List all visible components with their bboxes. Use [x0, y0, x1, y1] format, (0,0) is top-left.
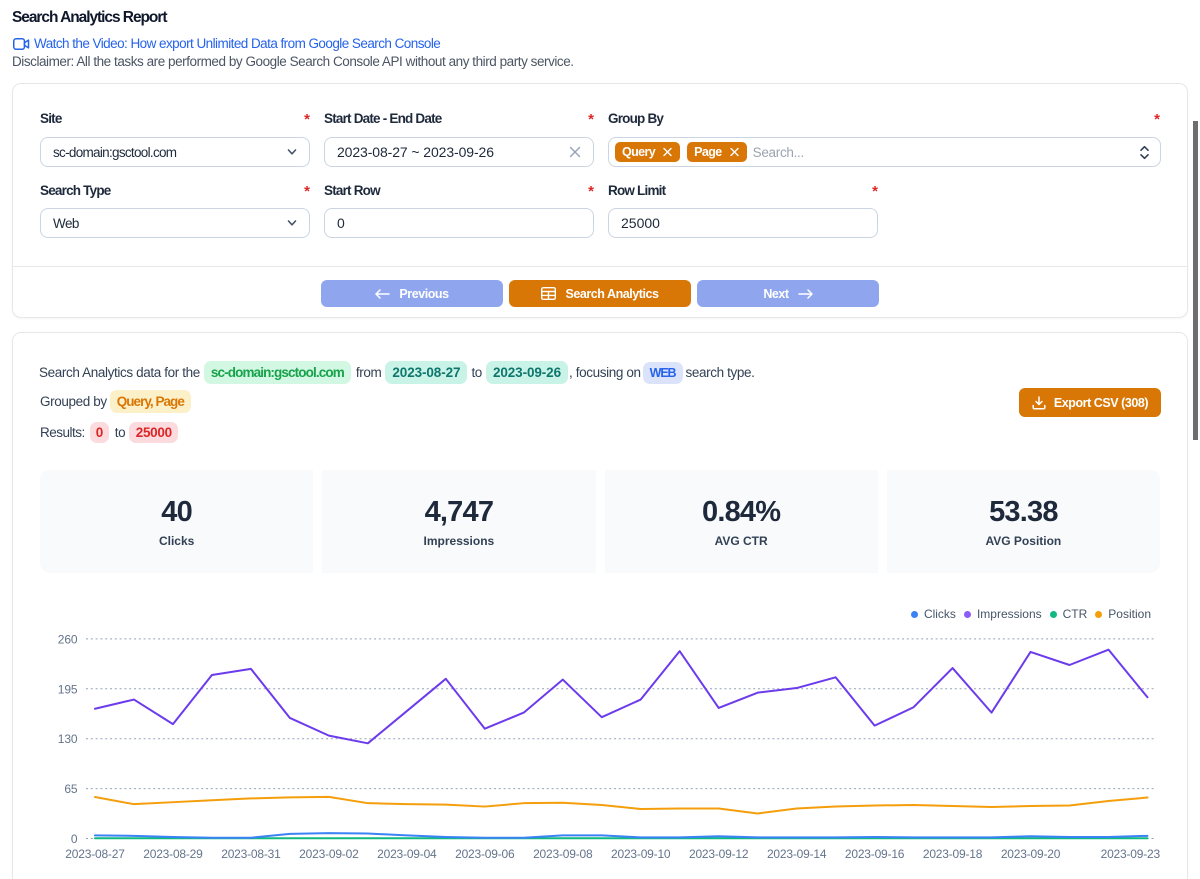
svg-text:2023-09-23: 2023-09-23: [1101, 847, 1161, 861]
svg-text:65: 65: [64, 782, 78, 796]
svg-text:2023-09-04: 2023-09-04: [377, 847, 437, 861]
svg-text:2023-09-06: 2023-09-06: [455, 847, 515, 861]
svg-text:2023-09-10: 2023-09-10: [611, 847, 671, 861]
svg-text:2023-09-16: 2023-09-16: [845, 847, 905, 861]
svg-text:2023-08-31: 2023-08-31: [221, 847, 281, 861]
svg-text:195: 195: [58, 682, 78, 696]
svg-text:2023-09-20: 2023-09-20: [1001, 847, 1061, 861]
svg-text:2023-09-14: 2023-09-14: [767, 847, 827, 861]
svg-text:2023-09-08: 2023-09-08: [533, 847, 593, 861]
svg-text:2023-08-27: 2023-08-27: [65, 847, 125, 861]
svg-text:260: 260: [58, 632, 78, 646]
svg-text:2023-09-12: 2023-09-12: [689, 847, 749, 861]
svg-text:130: 130: [58, 732, 78, 746]
svg-text:0: 0: [71, 832, 78, 846]
svg-text:2023-09-02: 2023-09-02: [299, 847, 359, 861]
svg-text:2023-09-18: 2023-09-18: [923, 847, 983, 861]
svg-text:2023-08-29: 2023-08-29: [143, 847, 203, 861]
